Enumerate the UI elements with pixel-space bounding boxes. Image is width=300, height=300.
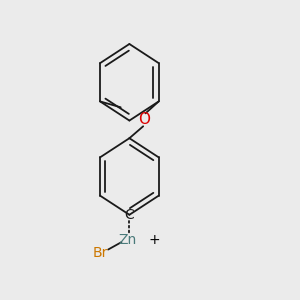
Text: C: C <box>124 208 134 222</box>
Text: O: O <box>138 112 150 127</box>
Text: +: + <box>148 233 160 247</box>
Text: Br: Br <box>92 246 108 260</box>
Text: Zn: Zn <box>119 233 137 247</box>
